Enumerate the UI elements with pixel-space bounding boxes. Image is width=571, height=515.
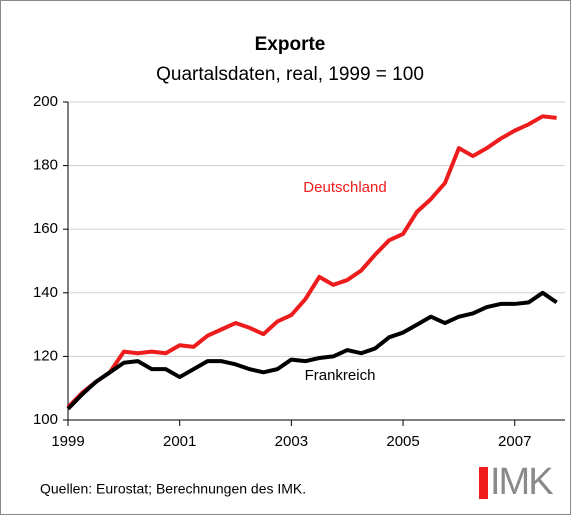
- chart-title: Exporte: [255, 34, 326, 55]
- series-line: [66, 114, 557, 409]
- source-note: Quellen: Eurostat; Berechnungen des IMK.: [40, 481, 306, 497]
- y-tick-label: 100: [33, 411, 58, 428]
- x-tick-label: 2007: [498, 433, 531, 450]
- y-tick-label: 120: [33, 347, 58, 364]
- x-tick-label: 2005: [386, 433, 419, 450]
- series-line: [66, 290, 558, 411]
- logo: IMK: [490, 461, 553, 503]
- chart-subtitle: Quartalsdaten, real, 1999 = 100: [156, 64, 424, 85]
- y-tick-label: 180: [33, 157, 58, 174]
- logo-bar: [479, 467, 488, 499]
- x-tick-label: 2003: [275, 433, 308, 450]
- y-tick-label: 160: [33, 220, 58, 237]
- series-label: Frankreich: [305, 367, 376, 384]
- x-tick-label: 2001: [163, 433, 196, 450]
- y-tick-label: 140: [33, 284, 58, 301]
- y-tick-label: 200: [33, 93, 58, 110]
- series-label: Deutschland: [303, 179, 386, 196]
- x-tick-label: 1999: [51, 433, 84, 450]
